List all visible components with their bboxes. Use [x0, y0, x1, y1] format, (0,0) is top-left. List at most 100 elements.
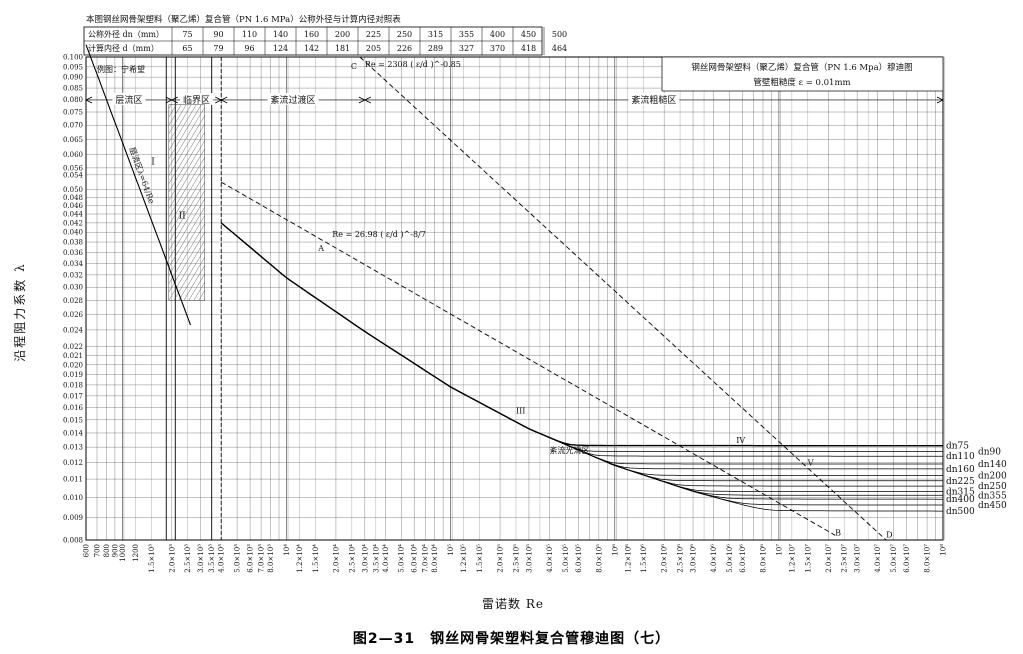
table-cell-d: 418: [521, 44, 536, 53]
x-tick-label: 10⁵: [447, 544, 455, 556]
y-tick-label: 0.050: [63, 186, 83, 194]
hatch-line: [329, 105, 446, 301]
x-tick-label: 2.5×10⁴: [348, 544, 356, 573]
y-tick-label: 0.075: [63, 109, 83, 117]
hatch-line: [168, 156, 205, 218]
x-tick-label: 1.2×10⁶: [624, 544, 632, 573]
hatch-line: [334, 105, 451, 301]
x-tick-label: 1000: [119, 544, 127, 562]
y-tick-label: 0.065: [63, 136, 83, 144]
hatch-line: [188, 273, 205, 301]
y-tick-label: 0.100: [63, 54, 83, 62]
hatch-line: [168, 190, 205, 251]
table-cell-d: 96: [244, 44, 254, 53]
series-line-dn160: [220, 222, 943, 470]
hatch-line: [459, 105, 576, 301]
x-tick-label: 2.5×10⁵: [512, 544, 520, 573]
series-label: dn250: [978, 482, 1007, 492]
x-tick-label: 3.0×10⁴: [361, 544, 369, 573]
hatch-line: [414, 105, 531, 301]
annotation: 紊流光滑区: [549, 445, 589, 455]
annotation: B: [835, 528, 841, 537]
x-tick-label: 1.2×10⁴: [296, 544, 304, 573]
region-label-bg: [628, 93, 680, 105]
hatch-line: [168, 123, 205, 185]
series-line-dn450: [220, 222, 943, 506]
hatch-line: [264, 105, 381, 301]
annotation: Re = 26.98 ( ε/d )^-8/7: [332, 230, 426, 239]
x-tick-label: 2.0×10⁴: [332, 544, 340, 573]
x-tick-label: 700: [93, 544, 101, 557]
x-tick-label: 3.0×10⁶: [690, 544, 698, 573]
hatch-line: [399, 105, 516, 301]
x-tick-label: 5.0×10⁷: [890, 544, 898, 573]
series-label: dn450: [978, 501, 1007, 511]
hatch-line: [168, 215, 205, 276]
zone-label-I: I: [151, 157, 155, 167]
chart-title: 钢丝网骨架塑料（聚乙烯）复合管（PN 1.6 Mpa）穆迪图: [691, 62, 912, 73]
plot-frame: [85, 56, 944, 541]
table-cell-dn: 400: [490, 30, 505, 39]
hatch-line: [309, 105, 426, 301]
x-axis-title: 雷诺数 Re: [482, 596, 544, 611]
y-tick-label: 0.020: [63, 361, 83, 369]
hatch-line: [464, 105, 581, 301]
x-tick-label: 2.0×10⁶: [661, 544, 669, 573]
y-tick-label: 0.036: [63, 249, 84, 257]
y-tick-label: 0.019: [63, 371, 83, 379]
hatch-line: [354, 105, 471, 301]
x-tick-label: 5.0×10⁴: [398, 544, 406, 573]
hatch-line: [279, 105, 396, 301]
table-cell-dn: 500: [552, 30, 567, 39]
hatch-line: [259, 105, 376, 301]
hatch-line: [314, 105, 431, 301]
hatch-line: [409, 105, 526, 301]
hatch-line: [168, 115, 205, 176]
x-tick-label: 3.5×10⁴: [372, 544, 380, 573]
hatch-line: [284, 105, 401, 301]
hatch-line: [168, 165, 205, 226]
y-tick-label: 0.018: [63, 381, 83, 389]
hatch-line: [44, 105, 161, 301]
hatch-line: [439, 105, 556, 301]
hatch-line: [349, 105, 466, 301]
table-cell-d: 124: [273, 44, 288, 53]
hatch-line: [274, 105, 391, 301]
hatch-line: [374, 105, 491, 301]
y-tick-label: 0.054: [63, 171, 84, 179]
hatch-line: [244, 105, 361, 301]
x-tick-label: 3.0×10⁵: [525, 544, 533, 573]
x-tick-label: 8.0×10⁴: [431, 544, 439, 573]
hatch-line: [394, 105, 511, 301]
hatch-line: [424, 105, 541, 301]
x-tick-label: 3.5×10³: [208, 544, 216, 573]
series-line-dn225: [220, 222, 943, 482]
x-tick-label: 1.5×10⁷: [804, 544, 812, 573]
x-tick-label: 10⁶: [611, 544, 619, 556]
region-arrow-left: [170, 96, 178, 104]
table-row1-label: 公称外径 dn（mm）: [88, 29, 164, 39]
x-tick-label: 4.0×10⁷: [874, 544, 882, 573]
region-label-bg: [112, 93, 146, 105]
series-label: dn355: [978, 491, 1007, 501]
y-tick-label: 0.060: [63, 151, 83, 159]
table-cell-dn: 160: [304, 30, 319, 39]
y-tick-label: 0.032: [63, 271, 83, 279]
y-tick-label: 0.085: [63, 85, 83, 93]
y-tick-label: 0.040: [63, 229, 83, 237]
hatch-line: [39, 105, 156, 301]
x-tick-label: 2.5×10⁷: [841, 544, 849, 573]
table-cell-dn: 355: [459, 30, 474, 39]
hatch-line: [173, 248, 205, 301]
series-label: dn160: [946, 465, 975, 475]
chart-labels: 层流区λ=64/ReIIIdn75dn90dn110dn140dn160dn20…: [127, 60, 1007, 540]
y-tick-label: 0.030: [63, 284, 83, 292]
hatch-line: [168, 231, 205, 293]
x-tick-label: 8.0×10⁷: [924, 544, 932, 573]
hatch-line: [168, 106, 205, 168]
series-label: dn90: [978, 448, 1001, 458]
table-cell-dn: 110: [242, 30, 257, 39]
hatch-line: [168, 181, 205, 243]
series-label: dn500: [946, 507, 975, 517]
hatch-line: [178, 256, 205, 301]
